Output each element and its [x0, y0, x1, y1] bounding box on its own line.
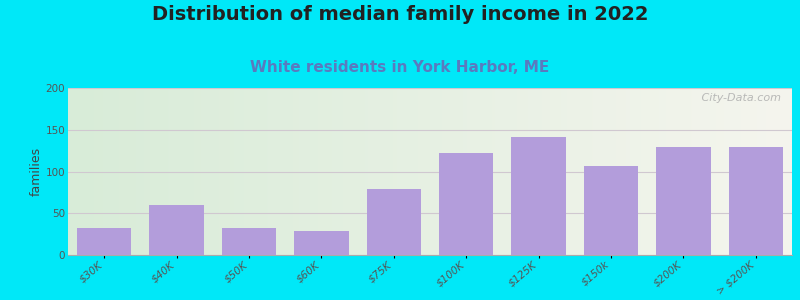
Text: White residents in York Harbor, ME: White residents in York Harbor, ME [250, 60, 550, 75]
Bar [439, 153, 494, 255]
Bar [150, 205, 204, 255]
Bar [77, 228, 131, 255]
Y-axis label: families: families [30, 147, 42, 196]
Bar [729, 147, 783, 255]
Bar [294, 231, 349, 255]
Bar [584, 166, 638, 255]
Text: City-Data.com: City-Data.com [698, 94, 781, 103]
Bar [656, 147, 710, 255]
Bar [511, 137, 566, 255]
Text: Distribution of median family income in 2022: Distribution of median family income in … [152, 4, 648, 23]
Bar [222, 228, 276, 255]
Bar [366, 189, 421, 255]
